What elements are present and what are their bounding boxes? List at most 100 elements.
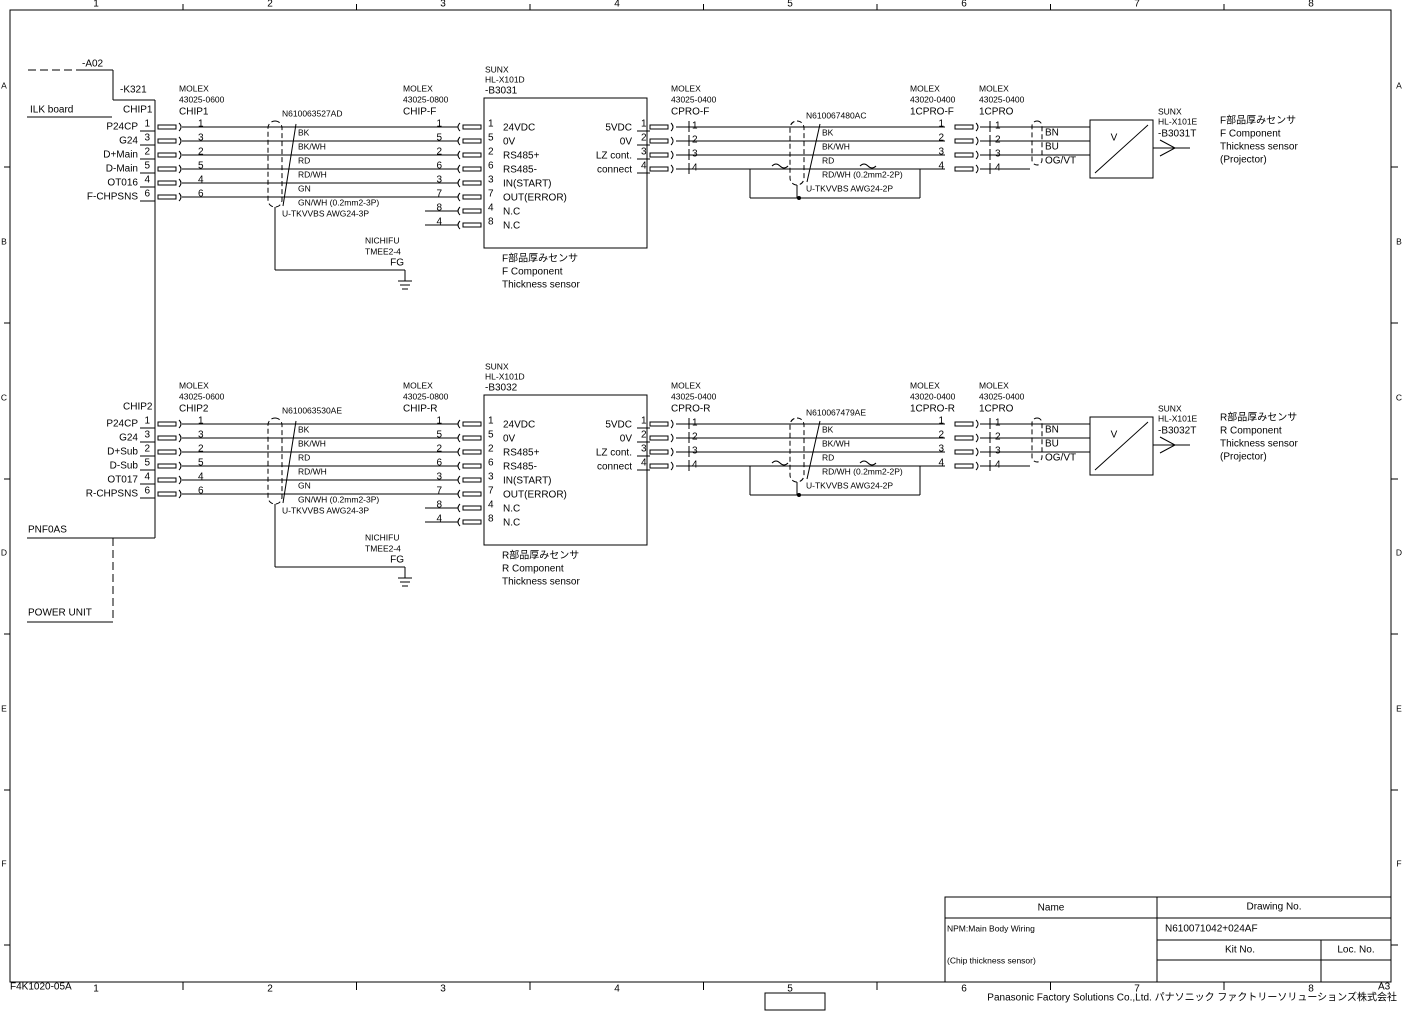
board-pin-label: D-Main <box>106 164 138 175</box>
contact-arc <box>975 136 979 146</box>
wire-color: RD/WH (0.2mm2-2P) <box>822 466 903 476</box>
connector-pin: 7 <box>436 486 442 497</box>
wire-color: BK/WH <box>822 438 850 448</box>
chip-pin: 1 <box>198 119 204 130</box>
board-id: -K321 <box>120 85 147 96</box>
wire-color: RD <box>298 452 310 462</box>
contact-arc <box>975 433 979 443</box>
projector-box <box>1089 416 1154 476</box>
sensor-output: 5VDC <box>605 420 632 431</box>
wire-color: GN/WH (0.2mm2-3P) <box>298 197 379 207</box>
cpro-name: CPRO-R <box>671 404 710 415</box>
connector-pin: 2 <box>692 135 698 146</box>
contact <box>157 194 177 200</box>
board-connector: CHIP2 <box>123 402 153 413</box>
connector-pin: 6 <box>488 161 494 172</box>
contact <box>462 152 482 158</box>
wire-color: BK/WH <box>298 141 326 151</box>
contact-arc <box>975 122 979 132</box>
cable-shield <box>267 417 283 505</box>
board-pin-label: D-Sub <box>110 461 139 472</box>
column-number: 2 <box>267 984 273 995</box>
board-pin-label: OT016 <box>107 178 138 189</box>
sensor-caption: R Component <box>502 564 564 575</box>
sensor-input: N.C <box>503 518 520 529</box>
sensor-input: RS485+ <box>503 151 540 162</box>
cable-id: N610063530AE <box>282 405 342 415</box>
wire-color: RD/WH <box>298 169 327 179</box>
contact-arc <box>457 136 461 146</box>
fg-maker: NICHIFU <box>365 532 399 542</box>
kit-header: Kit No. <box>1225 945 1255 956</box>
sensor-output: connect <box>597 462 632 473</box>
sensor-output: LZ cont. <box>596 448 632 459</box>
projector-maker: SUNX <box>1158 403 1182 413</box>
wire-color: BU <box>1045 439 1059 450</box>
fg-name: FG <box>390 258 404 269</box>
contact <box>462 421 482 427</box>
cable-shield <box>789 417 805 483</box>
connector-pin: 3 <box>641 444 647 455</box>
board-pin: 6 <box>144 189 150 200</box>
connector-pin: 1 <box>436 416 442 427</box>
contact <box>462 491 482 497</box>
wire-color: BK <box>298 127 310 137</box>
relay-pin: 1 <box>938 119 944 130</box>
relay-pin: 4 <box>995 460 1001 471</box>
wire-color: BK <box>822 424 834 434</box>
board-pin: 2 <box>144 444 150 455</box>
connector-pin: 2 <box>692 432 698 443</box>
sensor-id: -B3032 <box>485 383 518 394</box>
cable-id: N610067480AC <box>806 110 867 120</box>
connector-pin: 3 <box>488 472 494 483</box>
relay-pin: 1 <box>938 416 944 427</box>
relay-b-name: 1CPRO <box>979 404 1014 415</box>
relay-a-maker: MOLEX <box>910 83 940 93</box>
arrow-head <box>1159 436 1177 454</box>
relay-pin: 3 <box>938 444 944 455</box>
contact-arc <box>975 150 979 160</box>
contact <box>954 435 974 441</box>
projector-caption: R Component <box>1220 426 1282 437</box>
cable-id: N610063527AD <box>282 108 343 118</box>
board-pin-label: D+Sub <box>107 447 138 458</box>
contact-arc <box>975 164 979 174</box>
board-pin-label: P24CP <box>106 419 138 430</box>
connector-pin: 5 <box>488 430 494 441</box>
contact-arc <box>178 419 182 429</box>
sheet-code: F4K1020-05A <box>10 982 72 993</box>
contact <box>462 166 482 172</box>
connector-pin: 1 <box>436 119 442 130</box>
sensor-connector-maker: MOLEX <box>403 83 433 93</box>
sensor-output: LZ cont. <box>596 151 632 162</box>
column-number: 8 <box>1308 984 1314 995</box>
wire-color: BK/WH <box>298 438 326 448</box>
relay-pin: 2 <box>995 135 1001 146</box>
relay-pin: 4 <box>938 161 944 172</box>
contact-arc <box>670 122 674 132</box>
drawing-header: Drawing No. <box>1246 902 1301 913</box>
cpro-name: CPRO-F <box>671 107 709 118</box>
tilde <box>771 163 789 169</box>
contact <box>157 463 177 469</box>
contact <box>462 222 482 228</box>
wire-color: OG/VT <box>1045 453 1076 464</box>
chip-pin: 6 <box>198 486 204 497</box>
contact-arc <box>457 461 461 471</box>
connector-pin: 4 <box>488 203 494 214</box>
connector-pin: 1 <box>692 121 698 132</box>
cpro-model: 43025-0400 <box>671 94 717 104</box>
column-number: 3 <box>440 984 446 995</box>
fg-model: TMEE2-4 <box>365 543 401 553</box>
contact <box>649 435 669 441</box>
tilde <box>771 460 789 466</box>
contact <box>649 463 669 469</box>
board-pin-label: P24CP <box>106 122 138 133</box>
connector-pin: 1 <box>488 416 494 427</box>
connector-pin: 7 <box>436 189 442 200</box>
relay-a-name: 1CPRO-F <box>910 107 954 118</box>
sensor-output: 0V <box>620 137 633 148</box>
sensor-input: RS485+ <box>503 448 540 459</box>
chip-name: CHIP1 <box>179 107 209 118</box>
wire-color: OG/VT <box>1045 156 1076 167</box>
